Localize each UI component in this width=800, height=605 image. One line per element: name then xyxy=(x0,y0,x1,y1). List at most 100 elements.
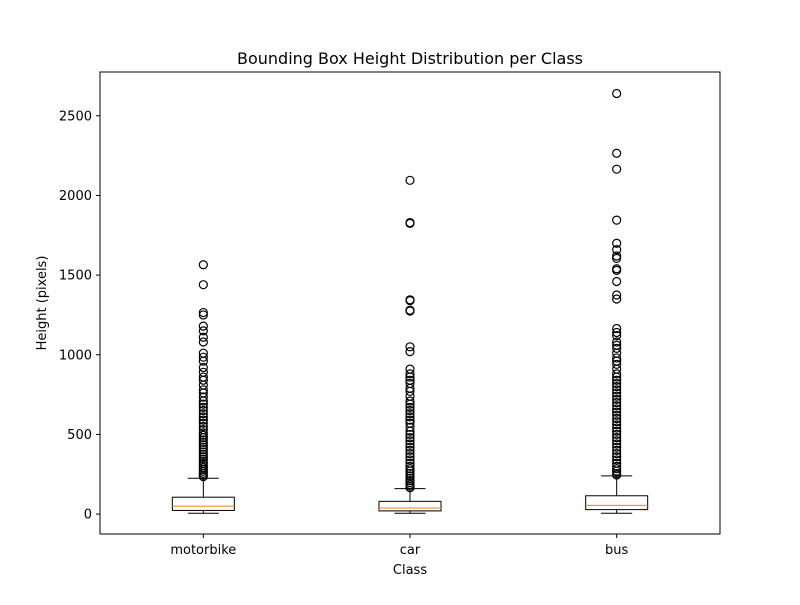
outlier-point xyxy=(612,164,622,174)
outlier-point xyxy=(612,452,622,462)
outlier-point xyxy=(612,470,622,480)
outlier-point xyxy=(405,422,415,432)
outlier-point xyxy=(198,442,208,452)
outlier-point xyxy=(612,382,622,392)
outlier-point xyxy=(198,352,208,362)
outlier-point xyxy=(612,378,622,389)
outlier-point xyxy=(405,468,415,479)
outlier-point xyxy=(198,421,208,432)
y-tick-label: 500 xyxy=(67,428,92,443)
outlier-point xyxy=(198,472,208,482)
y-tick-label: 2000 xyxy=(59,189,92,204)
outlier-point xyxy=(198,428,208,438)
outlier-point xyxy=(198,396,208,406)
outlier-point xyxy=(405,433,415,443)
outlier-point xyxy=(198,412,208,422)
outlier-point xyxy=(405,464,415,474)
outlier-point xyxy=(405,442,415,452)
outlier-point xyxy=(612,88,622,99)
outlier-point xyxy=(612,337,622,347)
y-axis-label: Height (pixels) xyxy=(35,256,50,351)
outlier-point xyxy=(612,369,622,379)
outlier-point xyxy=(612,464,622,474)
outlier-point xyxy=(612,407,622,417)
x-axis: motorbike car bus xyxy=(170,534,629,558)
outlier-point xyxy=(405,448,415,459)
outlier-point xyxy=(405,218,415,228)
y-tick-label: 0 xyxy=(84,508,92,523)
outlier-point xyxy=(405,429,415,440)
outlier-point xyxy=(612,404,622,414)
outlier-point xyxy=(198,430,208,440)
outlier-point xyxy=(612,461,622,471)
outlier-point xyxy=(612,417,622,427)
outlier-point xyxy=(612,466,622,476)
outlier-point xyxy=(612,215,622,225)
outlier-point xyxy=(198,375,208,385)
y-tick-label: 2500 xyxy=(59,109,92,124)
plot-area xyxy=(171,88,649,514)
x-axis-label: Class xyxy=(393,563,427,578)
outlier-point xyxy=(405,455,415,465)
outlier-point xyxy=(405,415,415,425)
outlier-point xyxy=(198,449,208,459)
outlier-point xyxy=(198,280,208,290)
outlier-point xyxy=(612,385,622,395)
outlier-point xyxy=(612,436,622,446)
x-tick-label: car xyxy=(400,543,421,558)
y-axis: 0 500 1000 1500 2000 2500 xyxy=(59,109,100,523)
outlier-point xyxy=(198,405,208,416)
outlier-point xyxy=(612,294,622,304)
outlier-point xyxy=(405,386,415,397)
outlier-point xyxy=(612,448,622,459)
outlier-point xyxy=(612,245,622,255)
outlier-point xyxy=(198,447,208,457)
outlier-point xyxy=(612,429,622,440)
box-group-car xyxy=(378,175,442,514)
outlier-point xyxy=(612,327,622,338)
outlier-point xyxy=(612,375,622,385)
outlier-point xyxy=(405,436,415,446)
outlier-point xyxy=(405,471,415,481)
outlier-point xyxy=(612,265,622,275)
outlier-point xyxy=(612,401,622,411)
outlier-point xyxy=(198,440,208,450)
outlier-point xyxy=(198,418,208,428)
x-tick-label: bus xyxy=(605,543,628,558)
outlier-point xyxy=(198,433,208,443)
outlier-point xyxy=(198,399,208,409)
outlier-point xyxy=(612,331,622,341)
chart-title: Bounding Box Height Distribution per Cla… xyxy=(237,49,583,68)
outlier-point xyxy=(405,461,415,471)
outlier-point xyxy=(405,426,415,436)
outlier-point xyxy=(405,402,415,412)
iqr-box xyxy=(171,496,235,511)
outlier-point xyxy=(405,445,415,455)
outlier-point xyxy=(198,337,208,347)
outlier-point xyxy=(198,385,208,395)
outlier-point xyxy=(198,437,208,447)
iqr-box xyxy=(585,495,649,511)
outlier-point xyxy=(612,253,622,263)
outlier-point xyxy=(405,399,415,409)
outlier-point xyxy=(612,423,622,433)
outlier-point xyxy=(405,175,415,185)
outlier-point xyxy=(198,356,208,366)
box-group-bus xyxy=(585,88,649,514)
outlier-point xyxy=(405,409,415,419)
outlier-point xyxy=(612,433,622,443)
outlier-point xyxy=(198,332,208,342)
outlier-point xyxy=(198,260,208,270)
outlier-point xyxy=(612,394,622,404)
outlier-point xyxy=(612,290,622,300)
box-group-motorbike xyxy=(171,260,235,514)
outlier-point xyxy=(198,402,208,412)
outlier-point xyxy=(612,397,622,408)
outlier-point xyxy=(612,439,622,449)
outlier-point xyxy=(612,353,622,363)
outlier-point xyxy=(612,420,622,430)
outlier-point xyxy=(405,466,415,476)
outlier-point xyxy=(405,296,415,306)
outlier-point xyxy=(612,455,622,465)
